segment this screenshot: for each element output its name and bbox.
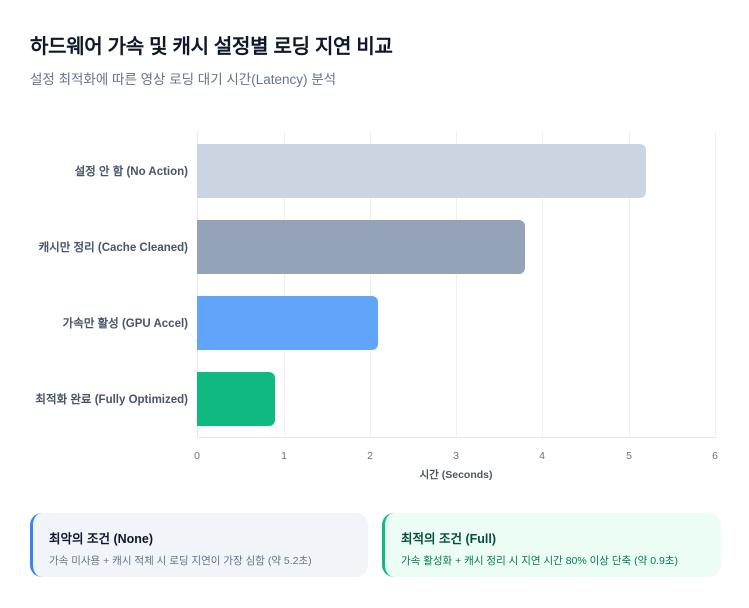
gridline bbox=[542, 132, 543, 438]
x-tick: 6 bbox=[712, 450, 718, 462]
x-tick: 1 bbox=[281, 450, 287, 462]
bar-cache-cleaned[interactable] bbox=[197, 220, 526, 274]
page-subtitle: 설정 최적화에 따른 영상 로딩 대기 시간(Latency) 분석 bbox=[30, 72, 337, 87]
y-axis-line bbox=[197, 132, 198, 438]
category-label: 최적화 완료 (Fully Optimized) bbox=[35, 394, 188, 406]
gridline bbox=[456, 132, 457, 438]
x-axis-label: 시간 (Seconds) bbox=[419, 469, 493, 481]
bar-gpu-accel[interactable] bbox=[197, 296, 379, 350]
x-axis-line bbox=[197, 437, 715, 438]
x-tick: 2 bbox=[367, 450, 373, 462]
best-condition-card: 최적의 조건 (Full) 가속 활성화 + 캐시 정리 시 지연 시간 80%… bbox=[382, 513, 721, 577]
gridline bbox=[629, 132, 630, 438]
worst-card-description: 가속 미사용 + 캐시 적체 시 로딩 지연이 가장 심함 (약 5.2초) bbox=[49, 555, 312, 567]
category-label: 캐시만 정리 (Cache Cleaned) bbox=[38, 242, 188, 254]
x-tick: 4 bbox=[539, 450, 545, 462]
bar-fully-optimized[interactable] bbox=[197, 372, 275, 426]
category-label: 설정 안 함 (No Action) bbox=[74, 166, 188, 178]
best-card-title: 최적의 조건 (Full) bbox=[401, 532, 496, 546]
x-tick: 5 bbox=[626, 450, 632, 462]
bar-no-action[interactable] bbox=[197, 144, 646, 198]
best-card-description: 가속 활성화 + 캐시 정리 시 지연 시간 80% 이상 단축 (약 0.9초… bbox=[401, 555, 678, 567]
worst-condition-card: 최악의 조건 (None) 가속 미사용 + 캐시 적체 시 로딩 지연이 가장… bbox=[30, 513, 368, 577]
x-tick: 0 bbox=[194, 450, 200, 462]
worst-card-title: 최악의 조건 (None) bbox=[49, 532, 154, 546]
bar-chart: 설정 안 함 (No Action) 캐시만 정리 (Cache Cleaned… bbox=[0, 130, 749, 490]
category-label: 가속만 활성 (GPU Accel) bbox=[62, 318, 188, 330]
gridline bbox=[284, 132, 285, 438]
gridline bbox=[715, 132, 716, 438]
gridline bbox=[370, 132, 371, 438]
page-title: 하드웨어 가속 및 캐시 설정별 로딩 지연 비교 bbox=[30, 36, 393, 58]
x-tick: 3 bbox=[453, 450, 459, 462]
